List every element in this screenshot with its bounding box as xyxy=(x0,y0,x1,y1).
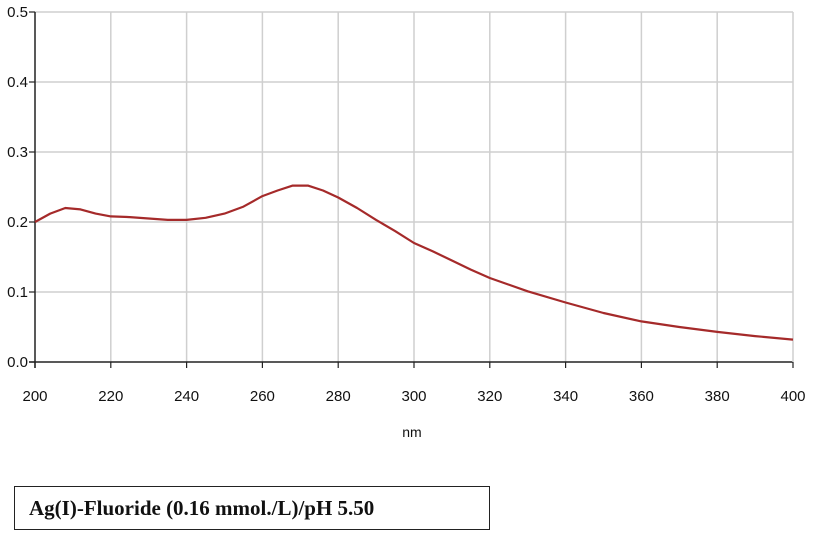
axes xyxy=(29,11,794,368)
y-tick-label: 0.3 xyxy=(7,144,28,161)
series-line xyxy=(34,184,794,341)
series-layer xyxy=(34,184,794,341)
x-axis-label: nm xyxy=(402,424,421,440)
x-tick-label: 240 xyxy=(174,388,199,405)
x-tick-label: 320 xyxy=(477,388,502,405)
spectrum-chart: 200 220 240 260 280 300 320 340 360 380 400 0.0 0.1… xyxy=(7,4,805,440)
y-tick-label: 0.2 xyxy=(7,214,28,231)
x-tick-label: 200 xyxy=(22,388,47,405)
grid xyxy=(35,11,793,362)
x-tick-label: 260 xyxy=(250,388,275,405)
y-tick-label: 0.4 xyxy=(7,74,28,91)
y-tick-labels: 0.0 0.1 0.2 0.3 0.4 0.5 xyxy=(7,4,28,371)
x-tick-labels: 200 220 240 260 280 300 320 340 360 380 400 xyxy=(22,388,805,405)
x-tick-label: 340 xyxy=(553,388,578,405)
y-tick-label: 0.1 xyxy=(7,284,28,301)
caption-box: Ag(I)-Fluoride (0.16 mmol./L)/pH 5.50 xyxy=(14,486,490,530)
x-tick-label: 380 xyxy=(705,388,730,405)
x-tick-label: 220 xyxy=(98,388,123,405)
x-tick-label: 360 xyxy=(629,388,654,405)
x-tick-label: 300 xyxy=(401,388,426,405)
y-tick-label: 0.0 xyxy=(7,354,28,371)
caption-text: Ag(I)-Fluoride (0.16 mmol./L)/pH 5.50 xyxy=(29,495,375,520)
y-tick-label: 0.5 xyxy=(7,4,28,21)
x-tick-label: 400 xyxy=(780,388,805,405)
x-tick-label: 280 xyxy=(326,388,351,405)
